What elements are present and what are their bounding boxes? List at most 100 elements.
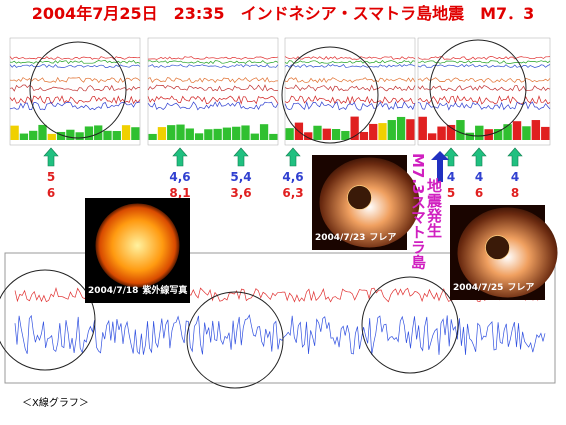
trace — [147, 84, 278, 92]
bar — [387, 120, 396, 140]
bar — [503, 124, 512, 140]
marker-top: 5 — [47, 170, 55, 184]
bar — [512, 121, 522, 140]
trace — [9, 56, 141, 60]
bar — [84, 126, 94, 140]
arrow — [43, 147, 59, 167]
bar — [541, 126, 550, 140]
marker-bottom: 8 — [511, 186, 519, 200]
trace — [147, 76, 279, 84]
bar — [465, 132, 475, 140]
trace — [417, 60, 551, 64]
photo-caption: 2004/7/25 フレア — [453, 282, 534, 293]
bar — [148, 133, 157, 140]
bar — [10, 125, 19, 140]
trace — [284, 56, 416, 60]
sun — [95, 203, 180, 288]
bar — [406, 119, 415, 140]
trace — [417, 95, 551, 105]
bar — [232, 126, 241, 140]
bar — [522, 126, 531, 140]
bar — [427, 133, 437, 140]
trace — [284, 101, 416, 111]
trace — [9, 101, 141, 111]
trace — [147, 95, 279, 105]
bar — [19, 133, 29, 140]
bar — [103, 130, 112, 140]
marker-bottom: 8,1 — [169, 186, 190, 200]
marker-top: 4 — [447, 170, 455, 184]
bar — [47, 133, 56, 140]
arrow — [285, 147, 301, 167]
bar — [222, 127, 232, 140]
marker-top: 5,4 — [230, 170, 251, 184]
bar — [531, 120, 541, 140]
bar — [112, 131, 121, 140]
quake-label: M7.3スマトラ島 — [409, 153, 427, 270]
bar — [446, 124, 456, 140]
trace — [9, 60, 141, 65]
bar — [475, 125, 484, 140]
marker-bottom: 6,3 — [282, 186, 303, 200]
trace — [417, 101, 551, 111]
trace — [147, 60, 279, 65]
photo-date: 2004/7/23 — [315, 233, 365, 243]
caption: ＜X線グラフ＞ — [22, 396, 89, 409]
highlight — [0, 269, 96, 371]
bar — [378, 123, 387, 140]
photo-caption: 2004/7/23 フレア — [315, 232, 396, 243]
trace — [147, 101, 279, 111]
bar — [204, 129, 213, 140]
trace — [417, 85, 551, 92]
bar — [94, 125, 103, 140]
marker-top: 4,6 — [282, 170, 303, 184]
bar — [185, 128, 194, 140]
marker-bottom: 6 — [475, 186, 483, 200]
arrow — [507, 147, 523, 167]
photo-caption: 2004/7/18 紫外線写真 — [88, 284, 187, 296]
bar — [167, 125, 176, 140]
trace — [284, 77, 416, 84]
bar — [29, 130, 38, 140]
photo-text: 紫外線写真 — [142, 284, 187, 296]
highlight — [281, 46, 379, 144]
bar — [194, 133, 204, 140]
highlight — [429, 39, 527, 137]
bar — [396, 116, 406, 140]
bar — [331, 129, 341, 140]
photo-text: フレア — [507, 282, 534, 293]
highlight — [361, 276, 459, 374]
trace — [284, 64, 416, 68]
bar — [359, 131, 369, 140]
bar — [341, 130, 350, 140]
marker-bottom: 6 — [47, 186, 55, 200]
marker-top: 4 — [511, 170, 519, 184]
quake-event: 地震発生 — [425, 178, 443, 238]
trace — [147, 63, 279, 68]
bar — [313, 125, 322, 140]
trace — [147, 56, 279, 60]
trace — [417, 77, 551, 83]
bar — [241, 125, 250, 140]
bar — [269, 133, 278, 140]
bar — [437, 126, 446, 140]
occulter — [485, 235, 510, 260]
arrow — [172, 147, 188, 167]
highlight — [29, 41, 127, 139]
bar — [456, 120, 465, 140]
occulter — [347, 185, 372, 210]
trace — [284, 59, 416, 64]
bar — [66, 129, 75, 140]
highlight — [186, 291, 284, 389]
trace — [284, 84, 416, 92]
bar — [213, 128, 222, 140]
bar — [285, 128, 294, 140]
trace — [9, 84, 141, 92]
bar — [131, 127, 140, 140]
trace — [9, 64, 141, 68]
photo-date: 2004/7/25 — [453, 283, 503, 293]
arrow — [443, 147, 459, 167]
arrow — [233, 147, 249, 167]
marker-top: 4 — [475, 170, 483, 184]
